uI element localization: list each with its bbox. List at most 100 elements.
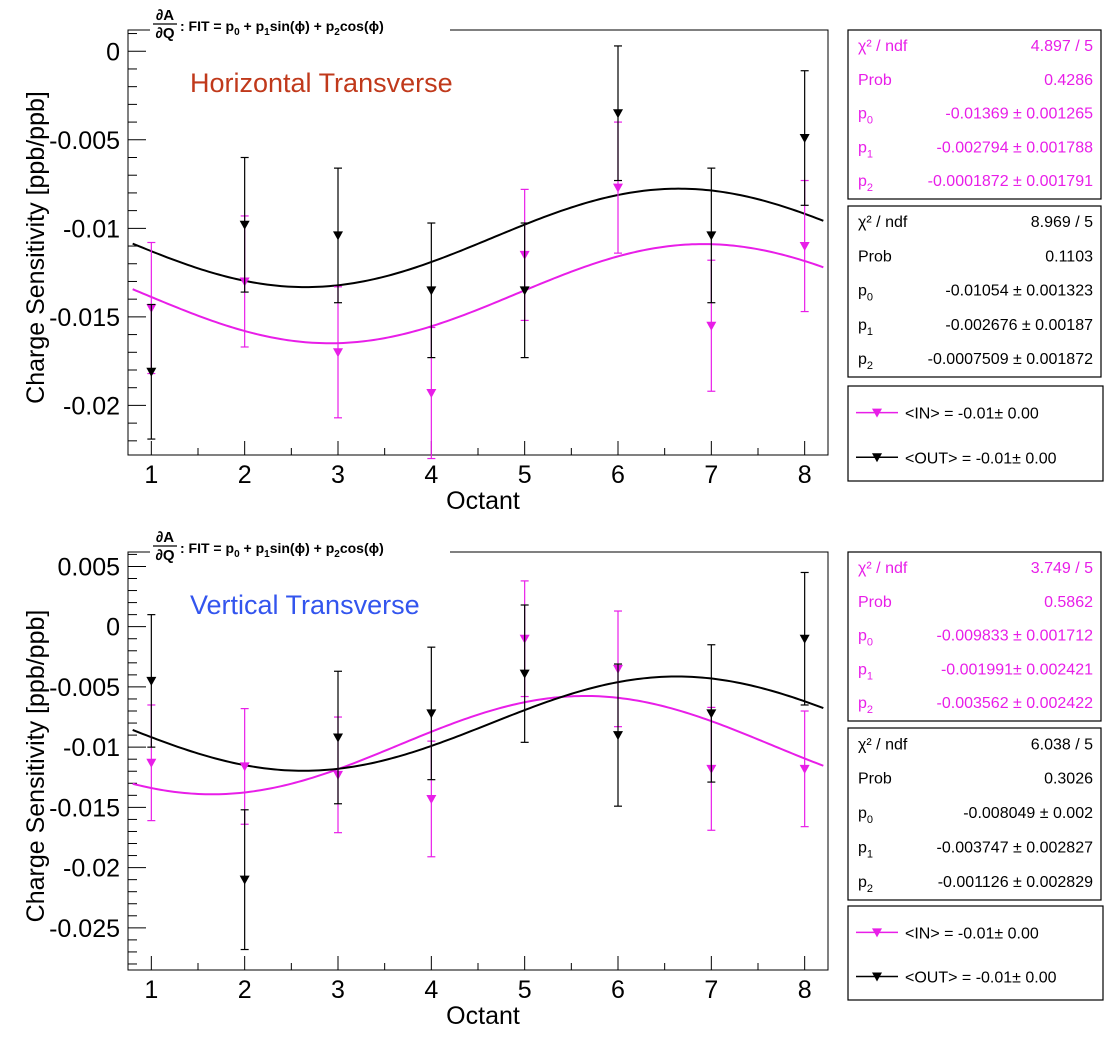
data-point-out [146,676,157,686]
legend-marker [872,453,882,463]
chart-panel-2: 0.005 0 -0.005 -0.01 -0.015 -0.02 -0.025 1 2 3 4 5 6… [22,529,1104,1030]
data-point-out [613,731,623,741]
x-tick-label: 5 [518,461,532,489]
legend-marker [872,972,882,982]
stats-label: Prob [858,72,892,89]
x-tick-label: 4 [424,976,438,1004]
stats-label: χ² / ndf [858,214,908,231]
data-point-out [799,634,810,644]
stats-label-subscript: 1 [867,849,873,861]
stats-label-subscript: 2 [867,883,873,895]
y-tick-label: 0 [106,38,120,66]
title-subscript: 1 [264,549,270,560]
legend-marker [872,408,882,418]
stats-label-subscript: 2 [867,182,873,194]
stats-label-subscript: 1 [867,148,873,160]
title-text: + p [240,540,265,556]
stats-label-subscript: 0 [867,814,873,826]
title-text: cos(ϕ) [340,540,384,556]
stats-value: -0.01369 ± 0.001265 [945,106,1093,123]
title-subscript: 2 [334,549,340,560]
data-point-out [333,231,343,241]
stats-box [847,727,1102,901]
x-tick-label: 1 [144,976,158,1004]
legend-entry: <OUT> = -0.01± 0.00 [905,450,1057,467]
x-tick-label: 2 [238,976,252,1004]
title-subscript: 0 [234,549,240,560]
data-point-in [426,794,437,804]
stats-value: 8.969 / 5 [1031,214,1093,231]
title-text: sin(ϕ) + p [270,18,335,34]
data-point-out [519,286,530,296]
data-point-in [706,321,717,331]
x-tick-label: 6 [611,461,625,489]
title-text: sin(ϕ) + p [270,540,335,556]
stats-label-subscript: 0 [867,292,873,304]
stats-label-subscript: 2 [867,360,873,372]
stats-label-subscript: 2 [867,704,873,716]
data-point-out [799,134,810,144]
stats-value: -0.002676 ± 0.00187 [945,317,1093,334]
y-tick-label: -0.02 [63,855,120,883]
data-point-in [799,242,810,252]
stats-label-subscript: 0 [867,637,873,649]
y-tick-label: -0.015 [49,794,120,822]
x-tick-label: 8 [798,461,812,489]
legend-marker [872,928,882,938]
stats-value: -0.002794 ± 0.001788 [937,139,1094,156]
legend-entry: <IN> = -0.01± 0.00 [905,406,1039,423]
data-point-in [333,348,343,358]
data-point-in [146,758,157,768]
x-tick-label: 4 [424,461,438,489]
legend-entry: <OUT> = -0.01± 0.00 [905,970,1057,987]
stats-value: 4.897 / 5 [1031,38,1093,55]
x-tick-label: 1 [144,461,158,489]
title-denominator: ∂Q [155,25,174,42]
x-tick-label: 8 [798,976,812,1004]
data-point-out [519,669,530,679]
stats-value: -0.003562 ± 0.002422 [937,695,1094,712]
stats-value: -0.01054 ± 0.001323 [945,283,1093,300]
x-tick-label: 5 [518,976,532,1004]
title-subscript: 0 [234,27,240,38]
stats-value: 0.1103 [1045,248,1093,265]
stats-box [847,205,1102,378]
y-tick-label: -0.015 [49,304,120,332]
y-tick-label: -0.01 [63,215,120,243]
stats-value: -0.008049 ± 0.002 [963,805,1093,822]
data-point-in [239,762,250,772]
stats-value: -0.003747 ± 0.002827 [937,840,1094,857]
y-tick-label: 0.005 [57,553,120,581]
title-text: cos(ϕ) [340,18,384,34]
fit-curve-out [132,187,824,289]
title-numerator: ∂A [156,529,174,546]
title-subscript: 2 [334,27,340,38]
data-point-out [333,733,343,743]
x-axis-label: Octant [446,1002,520,1030]
stats-value: 3.749 / 5 [1031,560,1093,577]
stats-label-subscript: 1 [867,326,873,338]
y-tick-label: -0.01 [63,734,120,762]
panel-annotation: Horizontal Transverse [190,68,453,98]
y-tick-label: -0.005 [49,674,120,702]
y-tick-label: 0 [106,614,120,642]
stats-value: 0.5862 [1044,594,1093,611]
y-tick-label: -0.005 [49,127,120,155]
y-tick-label: -0.02 [63,392,120,420]
data-point-out [239,875,250,885]
title-text: + p [240,18,265,34]
data-point-out [426,709,437,719]
stats-value: -0.009833 ± 0.001712 [937,628,1094,645]
data-point-out [613,109,623,119]
data-point-in [426,389,437,399]
stats-label-subscript: 0 [867,115,873,127]
chart-panel-1: 0 -0.005 -0.01 -0.015 -0.02 1 2 3 4 5 6 7 8 Octant Cha… [22,7,1104,515]
y-axis-label: Charge Sensitivity [ppb/ppb] [22,610,50,923]
stats-value: -0.001126 ± 0.002829 [938,874,1093,891]
stats-label: Prob [858,771,892,788]
stats-label: Prob [858,594,892,611]
x-tick-label: 3 [331,976,345,1004]
fit-curve-in [132,694,824,796]
